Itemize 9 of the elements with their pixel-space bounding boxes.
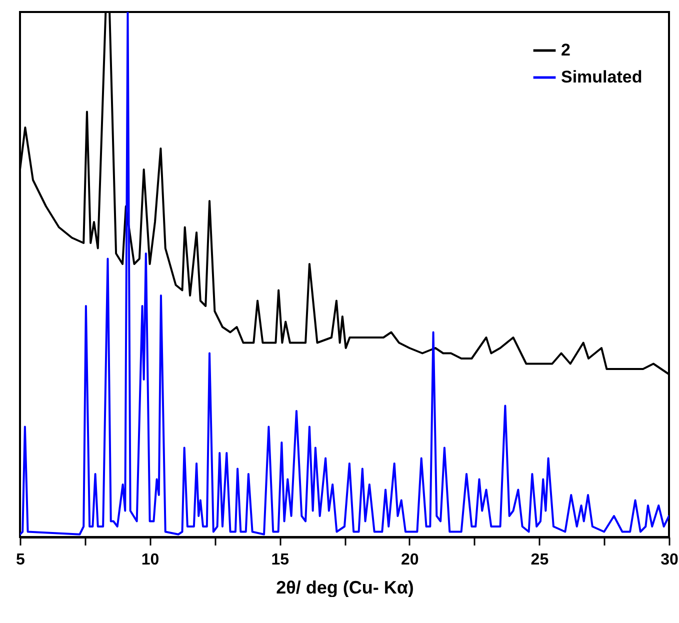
x-tick-label: 30 xyxy=(660,552,678,568)
x-tick-label: 15 xyxy=(271,552,290,568)
legend-label: Simulated xyxy=(561,68,642,86)
x-axis-title: 2θ/ deg (Cu- Kα) xyxy=(276,578,414,598)
x-tick-label: 5 xyxy=(16,552,26,568)
legend-label: 2 xyxy=(561,40,570,60)
x-tick-label: 20 xyxy=(401,552,419,568)
x-tick-label: 10 xyxy=(141,552,160,568)
x-tick-label: 25 xyxy=(530,552,549,568)
